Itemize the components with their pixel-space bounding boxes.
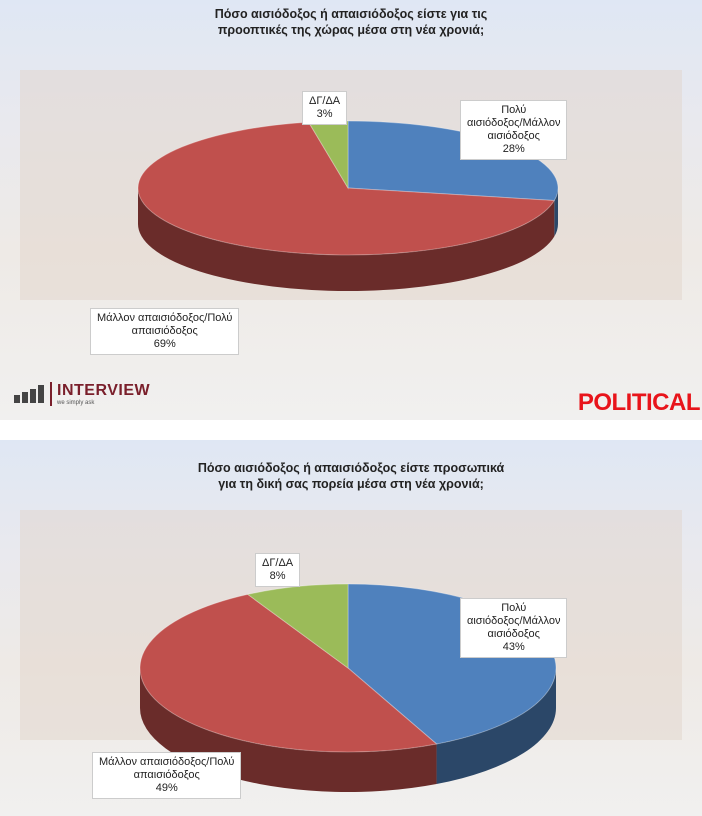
logo-tagline: we simply ask bbox=[57, 400, 95, 406]
title-line: για τη δική σας πορεία μέσα στη νέα χρον… bbox=[218, 477, 484, 491]
label-text: Πολύ bbox=[501, 104, 527, 116]
label-value: 28% bbox=[502, 143, 525, 155]
chart-title: Πόσο αισιόδοξος ή απαισιόδοξος είστε για… bbox=[0, 6, 702, 38]
pie-chart bbox=[137, 120, 559, 292]
label-text: απαισιόδοξος bbox=[133, 769, 200, 781]
label-text: Μάλλον απαισιόδοξος/Πολύ bbox=[99, 756, 235, 768]
slice-label-dkna: ΔΓ/ΔΑ 8% bbox=[255, 553, 301, 587]
pie-chart bbox=[139, 583, 557, 792]
label-text: ΔΓ/ΔΑ bbox=[262, 557, 294, 569]
pie-slice-side bbox=[138, 188, 555, 292]
logo-name: INTERVIEW bbox=[57, 382, 151, 399]
label-value: 43% bbox=[502, 641, 525, 653]
label-text: αισιόδοξος/Μάλλον bbox=[467, 117, 561, 129]
pie-slice-side bbox=[436, 668, 556, 785]
slice-label-optimistic: Πολύ αισιόδοξος/Μάλλον αισιόδοξος 43% bbox=[460, 598, 568, 658]
slice-label-pessimistic: Μάλλον απαισιόδοξος/Πολύ απαισιόδοξος 49… bbox=[92, 752, 242, 799]
label-value: 69% bbox=[153, 338, 176, 350]
title-line: προοπτικές της χώρας μέσα στη νέα χρονιά… bbox=[217, 23, 485, 37]
title-line: Πόσο αισιόδοξος ή απαισιόδοξος είστε για… bbox=[214, 7, 488, 21]
slice-label-pessimistic: Μάλλον απαισιόδοξος/Πολύ απαισιόδοξος 69… bbox=[90, 308, 240, 355]
label-value: 49% bbox=[155, 782, 178, 794]
political-logo: POLITICAL bbox=[577, 389, 701, 416]
chart-panel-personal: Πόσο αισιόδοξος ή απαισιόδοξος είστε προ… bbox=[0, 440, 702, 816]
label-text: ΔΓ/ΔΑ bbox=[309, 95, 341, 107]
label-text: αισιόδοξος bbox=[487, 130, 540, 142]
label-value: 8% bbox=[269, 570, 286, 582]
slice-label-optimistic: Πολύ αισιόδοξος/Μάλλον αισιόδοξος 28% bbox=[460, 100, 568, 160]
chart-title: Πόσο αισιόδοξος ή απαισιόδοξος είστε προ… bbox=[0, 460, 702, 492]
interview-logo: INTERVIEW we simply ask bbox=[14, 382, 150, 406]
label-text: Μάλλον απαισιόδοξος/Πολύ bbox=[97, 312, 233, 324]
bars-icon bbox=[14, 385, 44, 403]
slice-label-dkna: ΔΓ/ΔΑ 3% bbox=[302, 91, 348, 125]
label-text: αισιόδοξος bbox=[487, 628, 540, 640]
label-text: αισιόδοξος/Μάλλον bbox=[467, 615, 561, 627]
pie-slice bbox=[139, 593, 438, 753]
label-text: απαισιόδοξος bbox=[131, 325, 198, 337]
pie-slice-side bbox=[554, 188, 558, 237]
title-line: Πόσο αισιόδοξος ή απαισιόδοξος είστε προ… bbox=[197, 461, 505, 475]
chart-panel-country: Πόσο αισιόδοξος ή απαισιόδοξος είστε για… bbox=[0, 0, 702, 420]
label-value: 3% bbox=[316, 108, 333, 120]
label-text: Πολύ bbox=[501, 602, 527, 614]
pie-slice bbox=[137, 121, 556, 256]
